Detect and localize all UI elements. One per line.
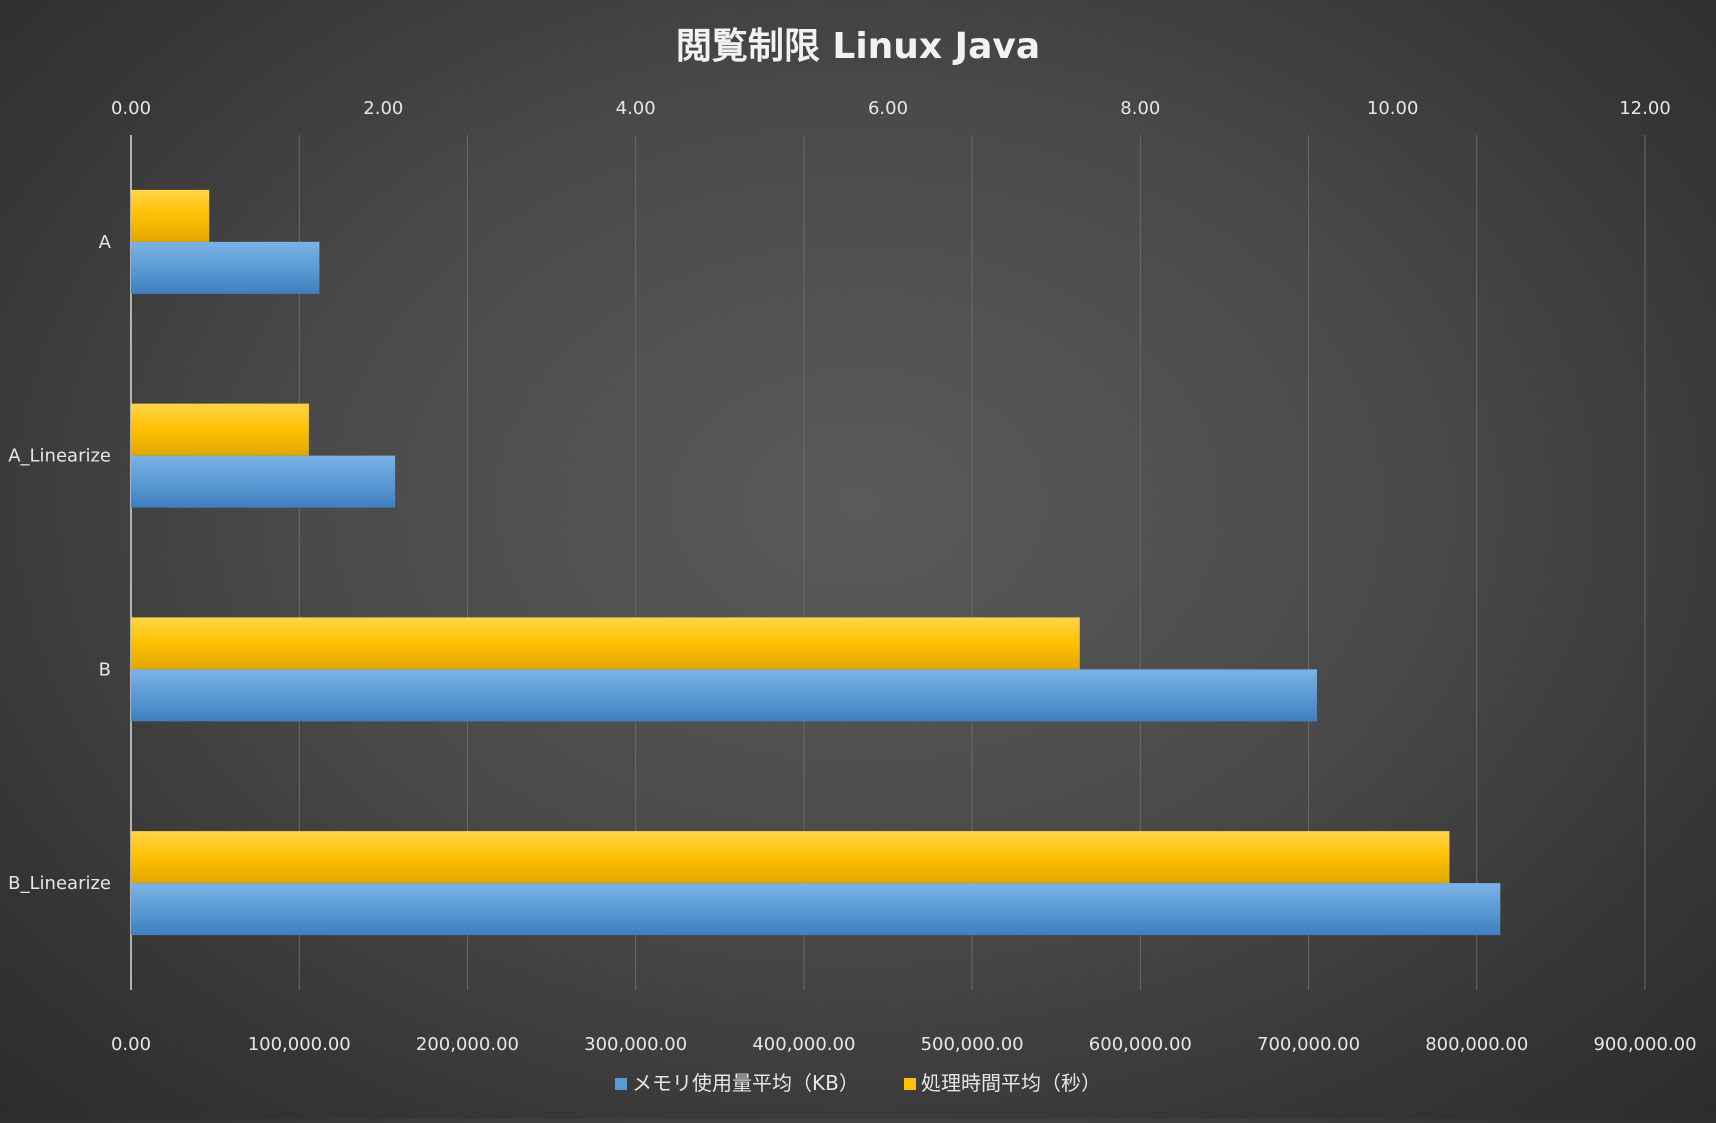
bars: [131, 189, 1501, 936]
category-label: A_Linearize: [8, 446, 111, 467]
top-tick-label: 8.00: [1120, 98, 1160, 119]
bottom-tick-label: 300,000.00: [584, 1034, 687, 1055]
bottom-axis: 0.00 100,000.00 200,000.00 300,000.00 400,00…: [111, 1034, 1697, 1055]
chart-title: 閲覧制限 Linux Java: [676, 26, 1040, 67]
category-label: B_Linearize: [8, 873, 111, 894]
top-tick-label: 6.00: [868, 98, 908, 119]
bottom-tick-label: 200,000.00: [416, 1034, 519, 1055]
bottom-tick-label: 800,000.00: [1425, 1034, 1528, 1055]
bar-memory-b_linearize: [131, 883, 1501, 936]
legend-label-time: 処理時間平均（秒）: [921, 1071, 1101, 1095]
bar-time-a: [131, 189, 210, 242]
bottom-tick-label: 0.00: [111, 1034, 151, 1055]
top-tick-label: 0.00: [111, 98, 151, 119]
bar-time-b_linearize: [131, 831, 1450, 884]
bottom-tick-label: 900,000.00: [1593, 1034, 1696, 1055]
top-tick-label: 4.00: [616, 98, 656, 119]
category-label: B: [99, 659, 111, 680]
top-tick-label: 10.00: [1367, 98, 1419, 119]
bar-memory-b: [131, 669, 1317, 722]
category-label: A: [99, 232, 112, 253]
legend-swatch-time: [904, 1078, 916, 1090]
bar-time-a_linearize: [131, 403, 309, 456]
bottom-tick-label: 100,000.00: [248, 1034, 351, 1055]
bottom-tick-label: 600,000.00: [1089, 1034, 1192, 1055]
category-axis: A A_Linearize B B_Linearize: [8, 232, 112, 894]
legend-label-memory: メモリ使用量平均（KB）: [632, 1071, 859, 1095]
bottom-tick-label: 400,000.00: [752, 1034, 855, 1055]
bar-time-b: [131, 617, 1080, 670]
legend-swatch-memory: [615, 1078, 627, 1090]
top-tick-label: 12.00: [1619, 98, 1671, 119]
bar-memory-a: [131, 241, 320, 294]
bar-memory-a_linearize: [131, 455, 396, 508]
bottom-tick-label: 700,000.00: [1257, 1034, 1360, 1055]
top-tick-label: 2.00: [363, 98, 403, 119]
top-axis: 0.00 2.00 4.00 6.00 8.00 10.00 12.00: [111, 98, 1671, 119]
legend: メモリ使用量平均（KB） 処理時間平均（秒）: [615, 1071, 1101, 1095]
bottom-tick-label: 500,000.00: [921, 1034, 1024, 1055]
